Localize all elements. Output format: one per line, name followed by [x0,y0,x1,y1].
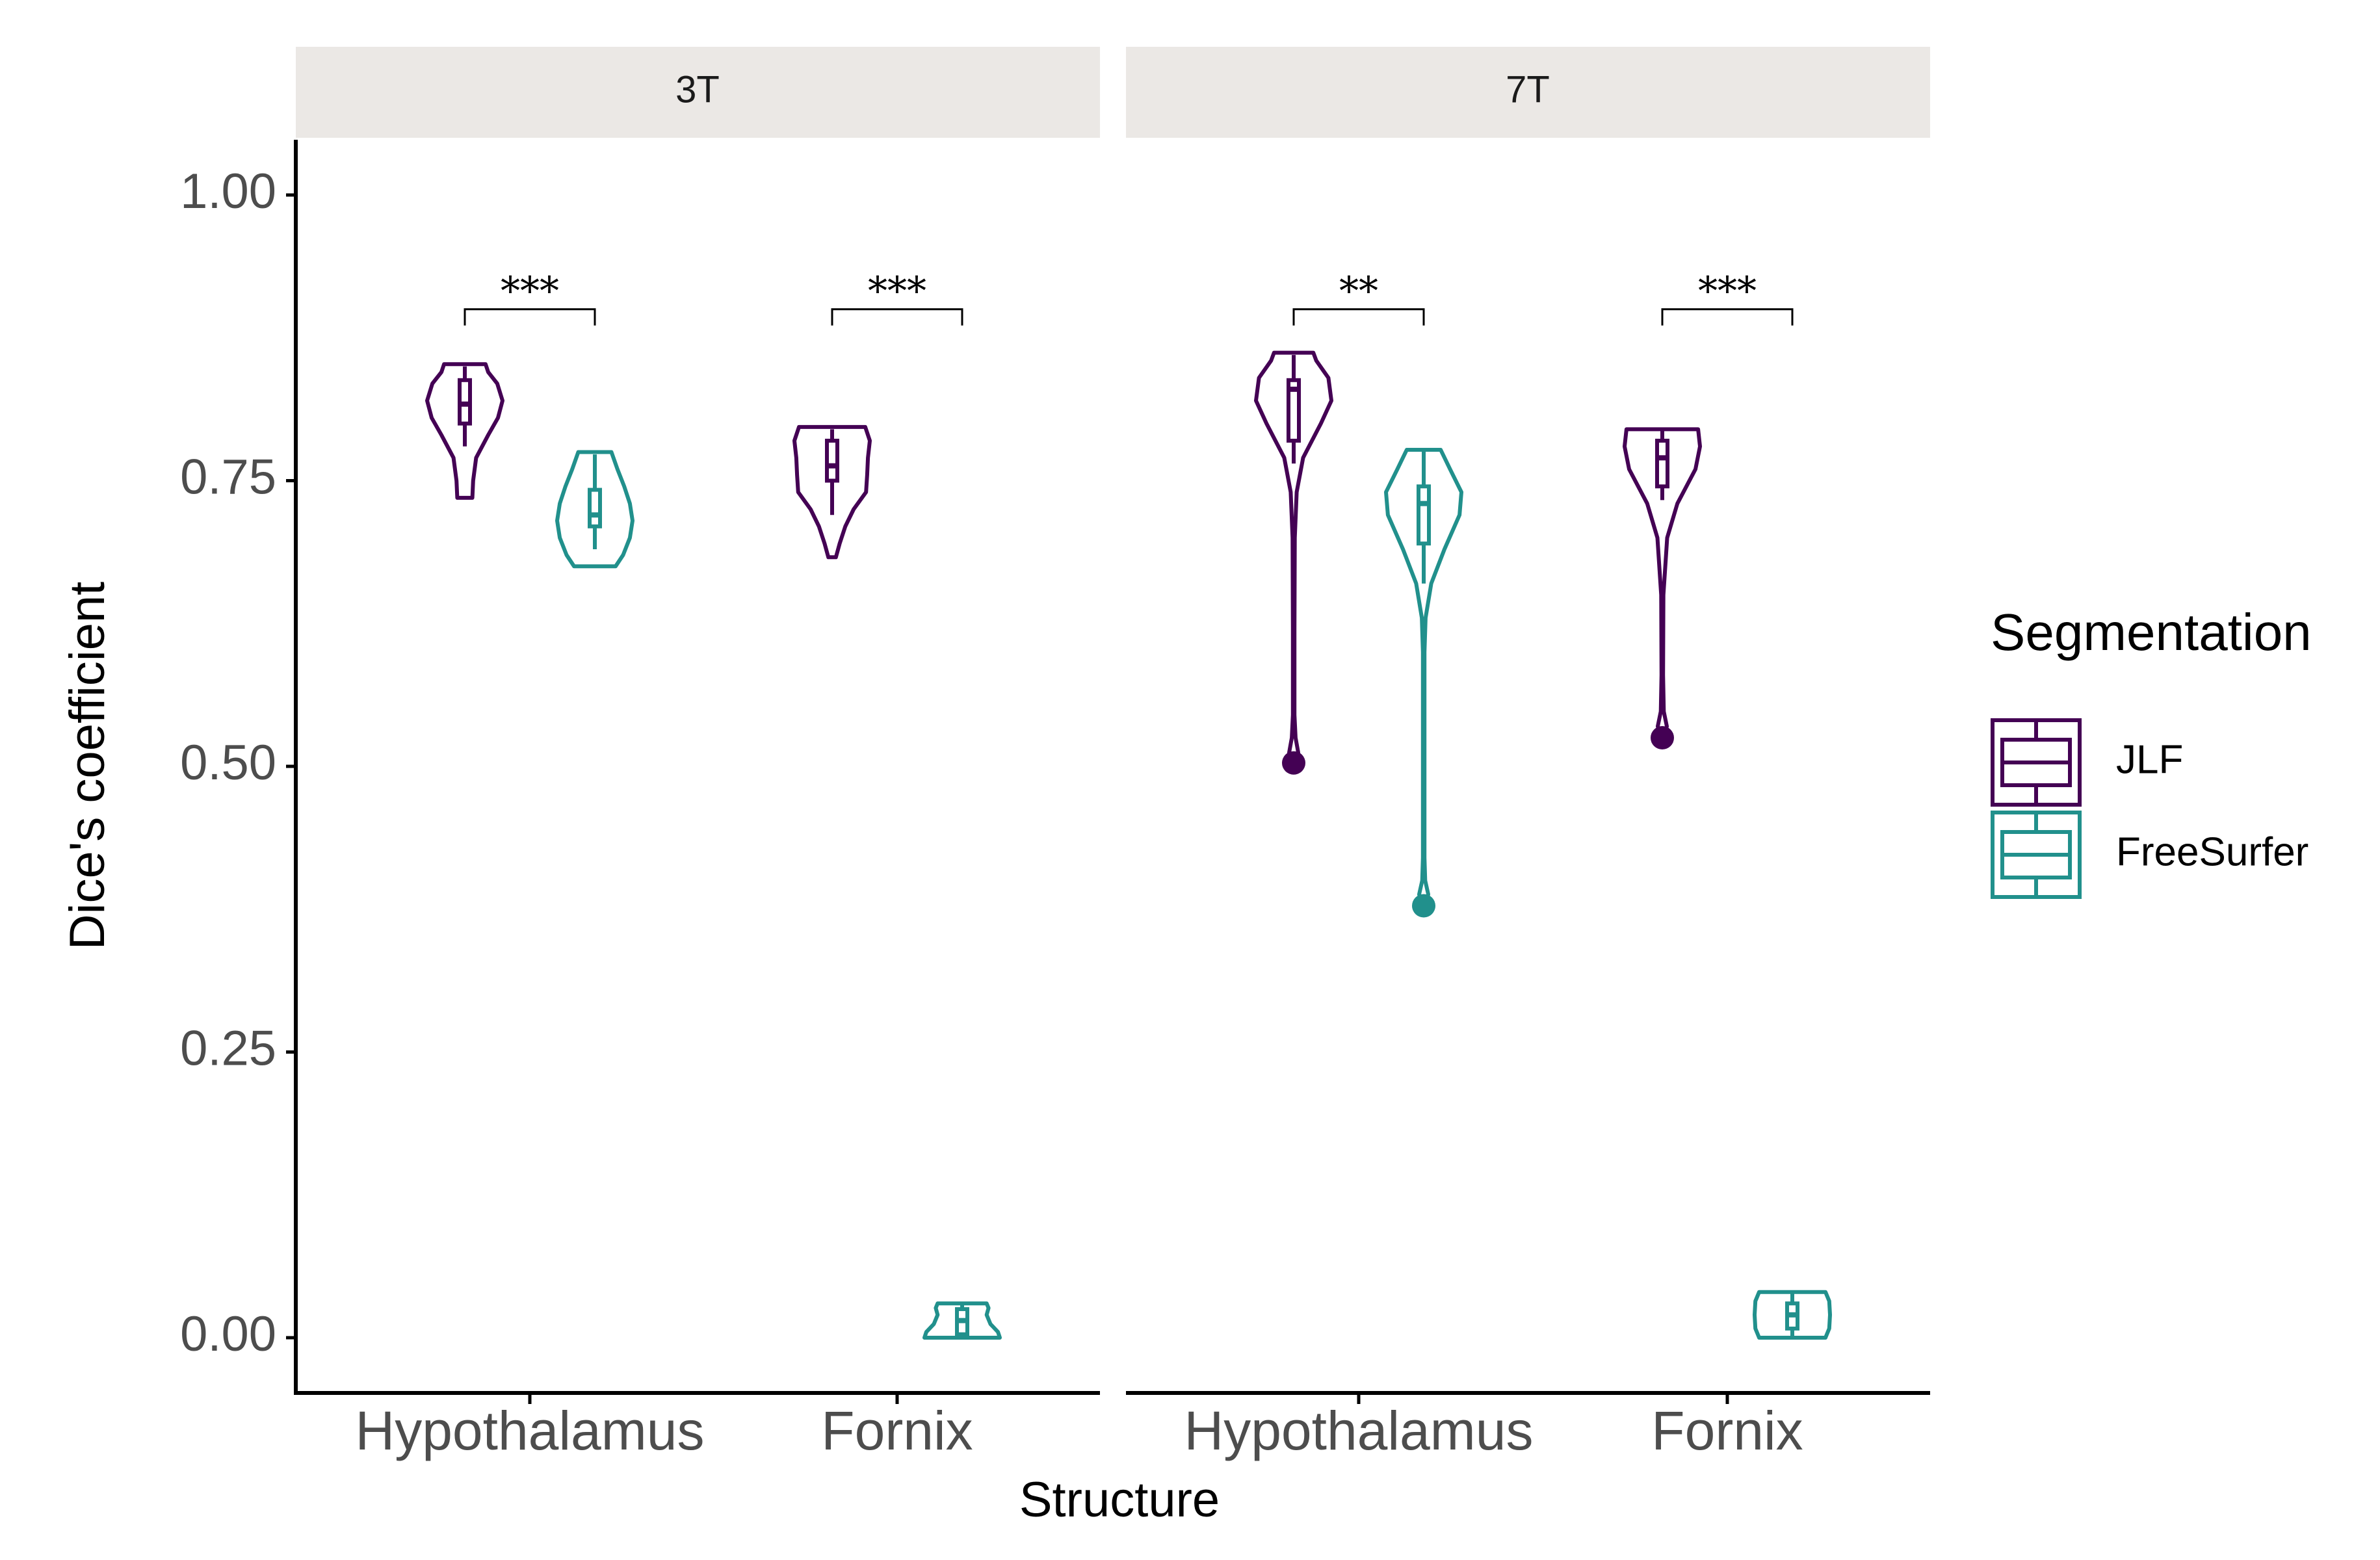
significance-layer: *** *** ** *** [464,268,1794,326]
violin-outline [1623,427,1702,740]
box-iqr [588,488,602,528]
bracket-line [831,308,963,326]
box-iqr [1287,378,1301,443]
violin-freesurfer-7t-fornix [1753,1290,1832,1340]
outlier-point [1412,894,1435,918]
box-iqr [1417,484,1431,546]
significance-label: *** [1698,268,1757,314]
y-tick-label: 0.25 [180,1021,276,1076]
y-axis-ticks: 0.00 0.25 0.50 0.75 1.00 [180,164,296,1362]
legend-keys: JLF FreeSurfer [1991,718,2308,899]
legend-label-freesurfer: FreeSurfer [2116,829,2308,874]
legend-key-jlf: JLF [1991,718,2183,807]
significance-label: *** [501,268,559,314]
y-tick-label: 0.75 [180,450,276,505]
y-axis-title: Dice's coefficient [60,582,115,950]
x-tick-label-hypothalamus: Hypothalamus [356,1400,705,1461]
violin-jlf-7t-hypothalamus [1254,350,1333,775]
x-axis-title: Structure [1019,1472,1220,1528]
significance-bracket: *** [1661,268,1794,326]
y-tick-label: 0.00 [180,1306,276,1362]
legend: Segmentation JLF FreeSurfer [1991,603,2312,899]
strip-background [1126,47,1930,138]
strip-background [296,47,1100,138]
violin-jlf-3t-hypothalamus [425,362,504,500]
violin-outline [1254,350,1333,765]
x-tick-label-fornix: Fornix [821,1400,973,1461]
strip-label-3t: 3T [675,68,720,110]
bracket-line [464,308,596,326]
x-axis-ticks: Hypothalamus Fornix Hypothalamus Fornix [356,1393,1803,1461]
bracket-line [1292,308,1425,326]
violin-outline [1384,448,1463,908]
box-iqr [1655,438,1669,489]
significance-bracket: *** [831,268,963,326]
violin-freesurfer-7t-hypothalamus [1384,448,1463,918]
facet-strip-3t: 3T [296,47,1100,138]
outlier-point [1282,751,1305,775]
violin-jlf-3t-fornix [792,424,872,560]
x-tick-label-hypothalamus: Hypothalamus [1184,1400,1534,1461]
significance-label: ** [1339,268,1378,314]
bracket-line [1661,308,1794,326]
y-tick-label: 1.00 [180,164,276,219]
significance-label: *** [868,268,926,314]
significance-bracket: *** [464,268,596,326]
violin-freesurfer-3t-hypothalamus [555,450,634,569]
violin-layer [425,350,1832,1340]
x-tick-label-fornix: Fornix [1651,1400,1803,1461]
y-tick-label: 0.50 [180,735,276,790]
significance-bracket: ** [1292,268,1425,326]
facet-strip-7t: 7T [1126,47,1930,138]
legend-label-jlf: JLF [2116,737,2183,782]
outlier-point [1651,726,1674,750]
box-iqr [825,438,839,483]
legend-key-freesurfer: FreeSurfer [1991,811,2308,899]
violin-freesurfer-3t-fornix [922,1301,1002,1340]
violin-jlf-7t-fornix [1623,427,1702,750]
legend-title: Segmentation [1991,603,2312,661]
strip-label-7t: 7T [1506,68,1550,110]
